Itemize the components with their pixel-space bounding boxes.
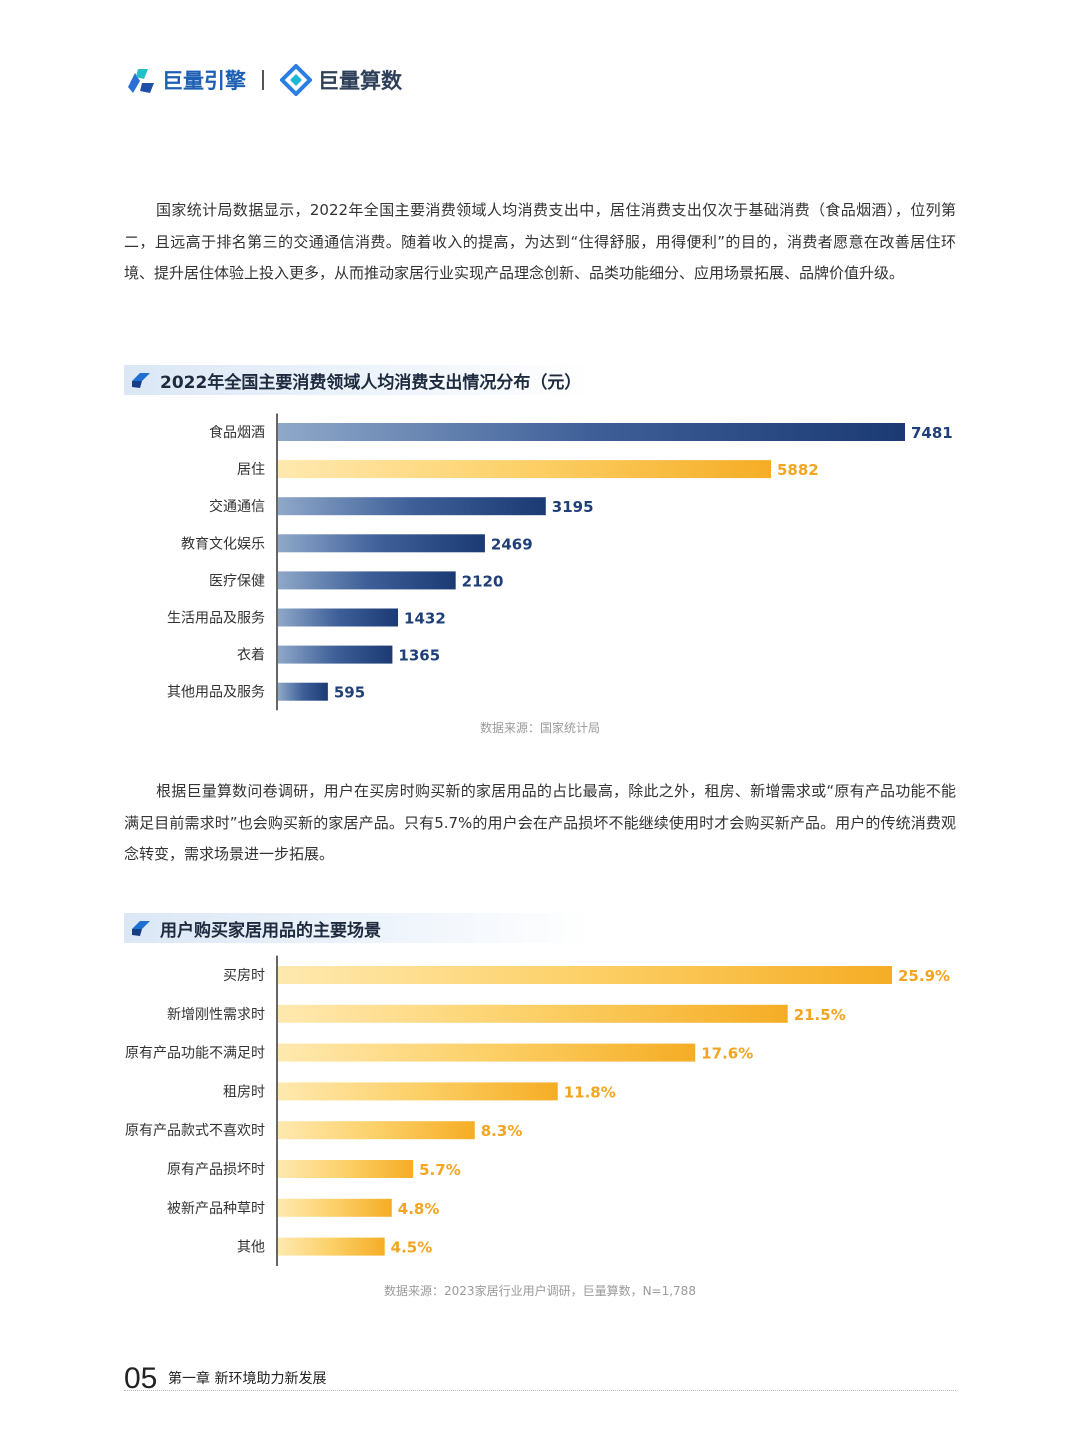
header-logos: 巨量引擎 巨量算数	[124, 60, 402, 100]
category-label: 医疗保健	[209, 573, 265, 589]
category-label: 其他	[237, 1240, 265, 1256]
bar	[278, 1043, 696, 1062]
bar	[278, 1121, 475, 1140]
suanshu-logo-icon	[280, 64, 312, 96]
chapter-title: 第一章 新环境助力新发展	[168, 1371, 327, 1387]
header-separator	[262, 70, 264, 90]
value-label: 3195	[552, 498, 594, 516]
category-label: 原有产品款式不喜欢时	[125, 1123, 265, 1139]
category-label: 被新产品种草时	[167, 1201, 265, 1217]
brand-oceanengine: 巨量引擎	[124, 65, 246, 95]
value-label: 2120	[462, 572, 504, 590]
category-label: 衣着	[237, 648, 265, 664]
value-label: 11.8%	[564, 1083, 616, 1101]
value-label: 4.8%	[398, 1200, 440, 1218]
category-label: 买房时	[223, 968, 265, 984]
category-label: 其他用品及服务	[167, 685, 265, 701]
category-label: 食品烟酒	[209, 424, 265, 441]
category-label: 原有产品功能不满足时	[125, 1046, 265, 1062]
bar	[278, 1160, 414, 1178]
category-label: 租房时	[223, 1084, 265, 1100]
brand1-text: 巨量引擎	[162, 69, 246, 93]
value-label: 5.7%	[419, 1161, 461, 1179]
chart1-plot: 食品烟酒 7481 居住 5882 交通通信 3195 教育文化娱乐 2469 医疗保健 2120…	[167, 413, 953, 711]
bar	[278, 460, 771, 479]
chart2-title-bar: 用户购买家居用品的主要场景	[124, 913, 594, 943]
bar	[278, 497, 546, 516]
brand-suanshu: 巨量算数	[280, 64, 402, 96]
section-marker-icon	[132, 373, 150, 388]
footer-divider	[124, 1390, 956, 1391]
category-label: 居住	[237, 462, 265, 478]
category-label: 生活用品及服务	[167, 611, 265, 627]
value-label: 1432	[404, 610, 446, 628]
bar	[278, 1082, 558, 1101]
survey-paragraph: 根据巨量算数问卷调研，用户在买房时购买新的家居用品的占比最高，除此之外，租房、新…	[124, 782, 956, 863]
chart1-title: 2022年全国主要消费领域人均消费支出情况分布（元）	[160, 372, 582, 393]
value-label: 5882	[777, 461, 819, 479]
oceanengine-logo-icon	[128, 69, 154, 93]
bar	[278, 1198, 392, 1217]
brand2-text: 巨量算数	[318, 69, 402, 93]
bar	[278, 534, 485, 553]
category-label: 原有产品损坏时	[167, 1162, 265, 1178]
chart2-title: 用户购买家居用品的主要场景	[160, 920, 381, 941]
chart2-plot: 买房时 25.9% 新增刚性需求时 21.5% 原有产品功能不满足时 17.6% 租房时 11…	[125, 955, 950, 1266]
value-label: 25.9%	[898, 967, 950, 985]
bar	[278, 1004, 788, 1023]
bar	[278, 423, 905, 441]
value-label: 17.6%	[701, 1045, 753, 1063]
bar	[278, 571, 456, 590]
bar	[278, 682, 328, 701]
chart1-title-bar: 2022年全国主要消费领域人均消费支出情况分布（元）	[124, 365, 594, 395]
value-label: 4.5%	[391, 1239, 433, 1257]
value-label: 1365	[398, 647, 440, 665]
bar	[278, 1237, 385, 1256]
bar	[278, 608, 399, 627]
section-marker-icon	[132, 921, 150, 936]
value-label: 595	[334, 684, 365, 702]
bar	[278, 645, 393, 664]
intro-paragraph: 国家统计局数据显示，2022年全国主要消费领域人均消费支出中，居住消费支出仅次于…	[124, 201, 956, 282]
category-label: 教育文化娱乐	[181, 536, 265, 552]
chart1-source: 数据来源：国家统计局	[479, 721, 600, 735]
chart2-source: 数据来源：2023家居行业用户调研，巨量算数，N=1,788	[384, 1284, 696, 1298]
page-number: 05	[124, 1362, 158, 1395]
bar	[278, 966, 892, 984]
value-label: 21.5%	[794, 1006, 846, 1024]
value-label: 2469	[491, 535, 533, 553]
category-label: 新增刚性需求时	[167, 1007, 265, 1023]
value-label: 8.3%	[481, 1122, 523, 1140]
page-footer: 05 第一章 新环境助力新发展	[124, 1360, 956, 1400]
value-label: 7481	[911, 424, 953, 442]
category-label: 交通通信	[209, 498, 265, 515]
